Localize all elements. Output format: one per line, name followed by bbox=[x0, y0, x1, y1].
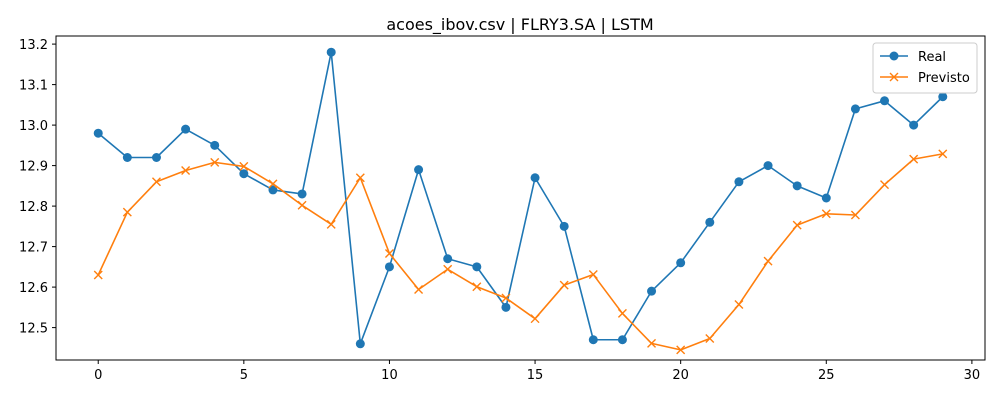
series-line-previsto bbox=[97, 153, 943, 351]
legend-item-real: Real bbox=[880, 50, 946, 65]
legend-marker-real bbox=[889, 51, 899, 61]
data-point-previsto bbox=[850, 210, 860, 220]
series-line-real bbox=[97, 51, 944, 345]
data-point-real bbox=[181, 124, 191, 134]
data-point-previsto bbox=[734, 300, 744, 310]
x-tick-label: 25 bbox=[818, 368, 835, 383]
data-point-real bbox=[705, 217, 715, 227]
data-point-previsto bbox=[647, 338, 657, 348]
data-point-previsto bbox=[821, 209, 831, 219]
y-tick-label: 12.5 bbox=[19, 322, 48, 337]
data-point-previsto bbox=[705, 334, 715, 344]
data-point-previsto bbox=[559, 280, 569, 290]
data-point-real bbox=[326, 47, 336, 57]
x-tick-label: 0 bbox=[94, 368, 102, 383]
data-point-real bbox=[909, 120, 919, 130]
data-point-real bbox=[792, 181, 802, 191]
data-point-real bbox=[297, 189, 307, 199]
data-point-real bbox=[676, 258, 686, 268]
data-point-real bbox=[151, 153, 161, 162]
data-point-real bbox=[355, 339, 365, 349]
data-point-real bbox=[850, 104, 860, 114]
data-point-real bbox=[530, 173, 540, 183]
data-point-previsto bbox=[210, 157, 220, 167]
data-point-previsto bbox=[617, 308, 627, 318]
data-point-real bbox=[880, 96, 890, 106]
x-tick-label: 30 bbox=[964, 368, 981, 383]
data-point-real bbox=[938, 92, 948, 102]
data-point-previsto bbox=[472, 282, 482, 292]
data-point-previsto bbox=[880, 180, 890, 190]
data-point-real bbox=[239, 169, 249, 179]
data-point-previsto bbox=[530, 314, 540, 324]
data-point-previsto bbox=[268, 179, 278, 189]
data-point-previsto bbox=[93, 270, 103, 280]
data-point-previsto bbox=[297, 200, 307, 210]
legend-marker-previsto bbox=[889, 72, 899, 82]
data-point-real bbox=[122, 153, 132, 162]
data-point-previsto bbox=[443, 264, 453, 274]
data-point-previsto bbox=[414, 285, 424, 295]
x-tick-label: 5 bbox=[240, 368, 248, 383]
data-point-previsto bbox=[122, 207, 132, 217]
x-tick-label: 20 bbox=[672, 368, 689, 383]
data-point-real bbox=[821, 193, 831, 203]
data-point-real bbox=[93, 128, 103, 138]
y-tick-label: 12.7 bbox=[19, 241, 48, 256]
data-point-previsto bbox=[326, 219, 336, 229]
chart-title: acoes_ibov.csv | FLRY3.SA | LSTM bbox=[386, 15, 653, 35]
data-point-previsto bbox=[239, 161, 249, 171]
x-tick-label: 15 bbox=[527, 368, 544, 383]
axes-frame bbox=[55, 35, 986, 361]
data-point-real bbox=[588, 335, 598, 345]
y-tick-label: 12.9 bbox=[19, 160, 48, 175]
data-point-real bbox=[268, 185, 278, 195]
data-point-real bbox=[501, 302, 511, 312]
data-point-real bbox=[443, 254, 453, 264]
legend-label-real: Real bbox=[918, 50, 946, 65]
data-point-previsto bbox=[938, 149, 948, 159]
legend-label-previsto: Previsto bbox=[918, 71, 970, 86]
y-axis: 12.5 12.6 12.7 12.8 12.9 13.0 13.1 13.2 bbox=[19, 38, 56, 337]
data-point-previsto bbox=[151, 177, 161, 187]
data-point-real bbox=[384, 262, 394, 272]
data-point-previsto bbox=[355, 173, 365, 183]
data-point-previsto bbox=[909, 154, 919, 164]
y-tick-label: 12.6 bbox=[19, 281, 48, 296]
x-tick-label: 10 bbox=[381, 368, 398, 383]
data-point-previsto bbox=[792, 220, 802, 230]
data-point-previsto bbox=[181, 165, 191, 175]
x-axis: 0 5 10 15 20 25 30 bbox=[94, 360, 980, 383]
legend: Real Previsto bbox=[872, 42, 978, 94]
y-tick-label: 13.0 bbox=[19, 119, 48, 134]
data-point-real bbox=[647, 286, 657, 296]
data-point-previsto bbox=[676, 345, 686, 355]
series-real bbox=[93, 47, 948, 349]
data-point-real bbox=[734, 177, 744, 187]
data-point-previsto bbox=[384, 248, 394, 258]
plot-area bbox=[93, 47, 948, 355]
data-point-real bbox=[763, 161, 773, 171]
legend-item-previsto: Previsto bbox=[880, 71, 970, 86]
y-tick-label: 12.8 bbox=[19, 200, 48, 215]
data-point-real bbox=[414, 165, 424, 175]
data-point-real bbox=[617, 335, 627, 345]
data-point-real bbox=[559, 221, 569, 231]
data-point-previsto bbox=[588, 270, 598, 280]
y-tick-label: 13.1 bbox=[19, 79, 48, 94]
y-tick-label: 13.2 bbox=[19, 38, 48, 53]
data-point-previsto bbox=[763, 256, 773, 266]
series-previsto bbox=[93, 149, 948, 355]
data-point-previsto bbox=[501, 293, 511, 303]
data-point-real bbox=[472, 262, 482, 272]
data-point-real bbox=[210, 140, 220, 150]
